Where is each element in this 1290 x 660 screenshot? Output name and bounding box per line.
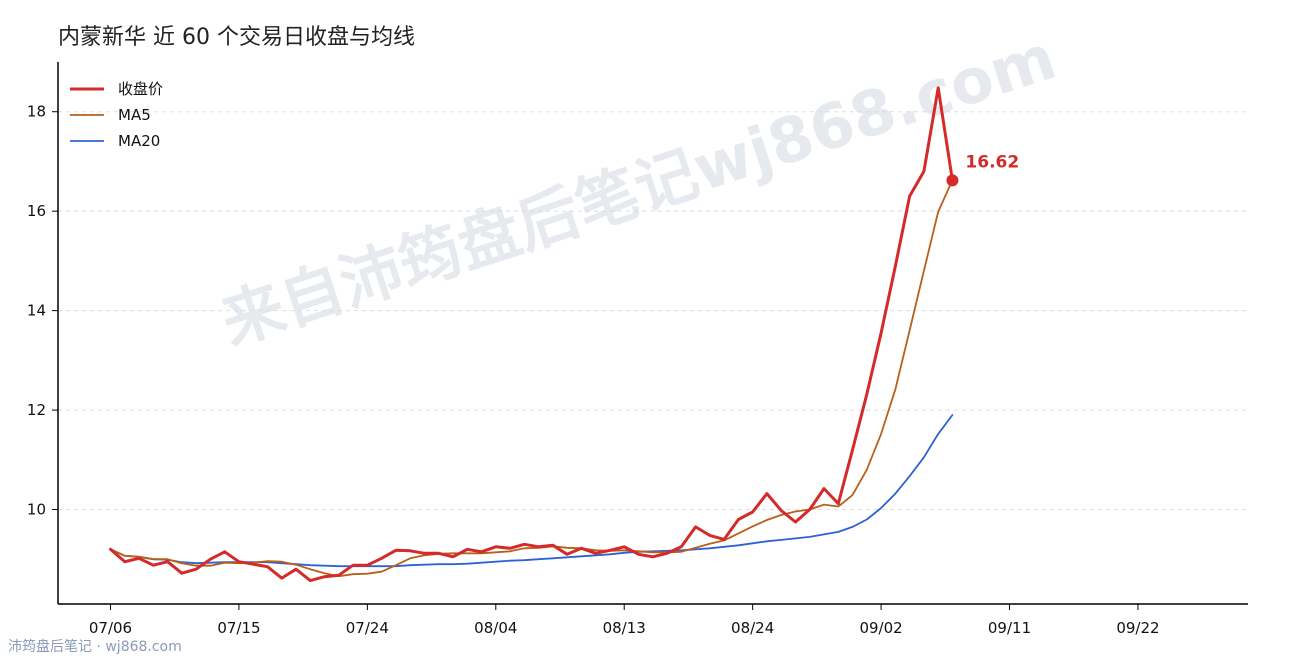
legend-label-close: 收盘价: [118, 80, 163, 98]
x-tick-label: 08/04: [474, 619, 517, 637]
series-lines: [109, 86, 954, 583]
legend-label-ma20: MA20: [118, 132, 160, 150]
end-markers: 16.62: [946, 152, 1019, 187]
y-ticks: 10 12 14 16 18: [27, 103, 58, 519]
x-tick-label: 09/11: [988, 619, 1031, 637]
y-tick-label: 18: [27, 103, 46, 121]
legend: 收盘价 MA5 MA20: [70, 80, 163, 150]
last-close-label: 16.62: [965, 152, 1019, 172]
x-tick-label: 09/02: [859, 619, 902, 637]
x-tick-label: 07/06: [89, 619, 132, 637]
legend-label-ma5: MA5: [118, 106, 151, 124]
x-tick-label: 07/15: [217, 619, 260, 637]
y-tick-label: 16: [27, 202, 46, 220]
x-tick-label: 08/24: [731, 619, 774, 637]
axes: [57, 62, 1248, 605]
y-tick-label: 14: [27, 302, 46, 320]
x-tick-label: 09/22: [1116, 619, 1159, 637]
series-line-close: [109, 86, 954, 583]
chart-title: 内蒙新华 近 60 个交易日收盘与均线: [58, 25, 415, 50]
watermark-text: 来自沛筠盘后笔记wj868.com: [213, 20, 1064, 359]
watermark: 来自沛筠盘后笔记wj868.com: [213, 20, 1064, 359]
footer-credit: 沛筠盘后笔记 · wj868.com: [8, 639, 182, 655]
x-tick-label: 08/13: [603, 619, 646, 637]
gridlines: [58, 111, 1248, 511]
y-tick-label: 10: [27, 501, 46, 519]
y-tick-label: 12: [27, 401, 46, 419]
last-close-marker: [946, 174, 959, 187]
x-tick-label: 07/24: [346, 619, 389, 637]
x-ticks: 07/06 07/15 07/24 08/04 08/13 08/24 09/02 09/11…: [89, 604, 1160, 637]
